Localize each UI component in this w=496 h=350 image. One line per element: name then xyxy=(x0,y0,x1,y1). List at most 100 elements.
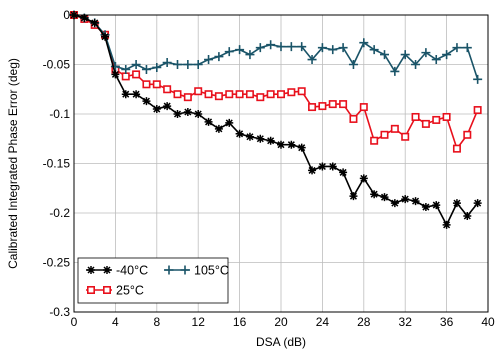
series-line xyxy=(73,14,479,226)
data-point xyxy=(370,136,379,145)
x-tick-label: 8 xyxy=(153,315,160,329)
series-line xyxy=(73,14,479,150)
data-point xyxy=(432,201,441,210)
data-point xyxy=(463,130,472,139)
data-point xyxy=(173,90,182,99)
y-tick-label: -0.05 xyxy=(43,58,71,72)
data-point xyxy=(101,32,110,41)
data-point xyxy=(245,132,254,141)
data-point xyxy=(152,105,161,114)
data-point xyxy=(318,102,327,111)
y-tick-label: -0.15 xyxy=(43,157,71,171)
data-point xyxy=(411,197,420,206)
data-point xyxy=(349,192,358,201)
data-point xyxy=(131,60,141,69)
data-point xyxy=(297,143,306,152)
y-axis-title: Calibrated Integrated Phase Error (deg) xyxy=(6,58,20,269)
x-tick-label: 28 xyxy=(357,315,371,329)
data-point xyxy=(380,193,389,202)
data-point xyxy=(421,203,430,212)
data-point xyxy=(286,42,296,52)
data-point xyxy=(380,50,389,60)
data-point xyxy=(255,43,265,53)
data-point xyxy=(132,90,141,99)
data-point xyxy=(121,72,130,81)
data-point xyxy=(87,266,95,274)
data-point xyxy=(442,50,452,60)
data-point xyxy=(245,50,255,60)
data-point xyxy=(307,55,317,65)
data-point xyxy=(390,199,399,208)
data-point xyxy=(152,62,162,72)
data-point xyxy=(463,211,472,220)
y-tick-label: -0.25 xyxy=(43,256,71,270)
data-point xyxy=(204,117,213,126)
data-point xyxy=(473,199,482,208)
data-point xyxy=(194,110,203,118)
data-point xyxy=(183,93,192,102)
data-point xyxy=(380,130,389,139)
series-plus xyxy=(69,10,483,84)
data-point xyxy=(401,132,410,141)
data-point xyxy=(339,100,348,109)
data-point xyxy=(235,90,244,99)
data-point xyxy=(121,90,130,99)
data-point xyxy=(214,124,223,133)
x-tick-label: 32 xyxy=(399,315,413,329)
x-tick-label: 24 xyxy=(316,315,330,329)
data-point xyxy=(348,60,358,69)
data-point xyxy=(411,112,420,121)
data-point xyxy=(164,265,174,275)
data-point xyxy=(121,64,131,74)
data-point xyxy=(80,13,89,22)
data-point xyxy=(193,60,203,69)
data-point xyxy=(204,55,214,65)
data-point xyxy=(214,52,224,62)
data-point xyxy=(163,102,172,111)
data-point xyxy=(390,66,400,76)
x-tick-label: 12 xyxy=(192,315,206,329)
data-point xyxy=(235,45,245,55)
data-point xyxy=(103,266,111,274)
x-tick-label: 4 xyxy=(112,315,119,329)
plot-frame xyxy=(73,14,489,313)
data-point xyxy=(90,18,99,27)
data-point xyxy=(256,134,265,143)
data-point xyxy=(339,168,348,177)
legend-item: -40°C xyxy=(86,264,148,278)
data-point xyxy=(183,108,192,117)
data-point xyxy=(183,60,193,69)
data-point xyxy=(141,64,151,74)
data-point xyxy=(401,195,410,204)
data-point xyxy=(308,166,317,175)
data-point xyxy=(349,114,358,123)
data-point xyxy=(225,118,234,127)
y-tick-label: 0 xyxy=(63,8,70,22)
data-point xyxy=(111,70,120,79)
series-line xyxy=(73,14,479,80)
data-point xyxy=(308,103,317,112)
data-point xyxy=(297,87,306,96)
legend-item: 25°C xyxy=(86,284,144,298)
data-point xyxy=(287,140,296,149)
data-point xyxy=(266,136,275,145)
data-point xyxy=(400,50,410,60)
data-point xyxy=(369,45,379,55)
data-point xyxy=(163,85,172,94)
data-point xyxy=(338,43,348,53)
data-point xyxy=(256,93,265,102)
x-tick-label: 36 xyxy=(440,315,454,329)
data-point xyxy=(359,103,368,112)
data-point xyxy=(370,190,379,199)
data-point xyxy=(328,100,337,109)
legend-label: 105°C xyxy=(194,264,229,278)
data-point xyxy=(287,88,296,97)
data-point xyxy=(432,115,441,124)
data-point xyxy=(87,285,96,294)
data-point xyxy=(297,42,307,52)
x-tick-label: 40 xyxy=(481,315,495,329)
legend-label: -40°C xyxy=(116,264,148,278)
data-point xyxy=(473,106,482,115)
data-point xyxy=(235,129,244,138)
